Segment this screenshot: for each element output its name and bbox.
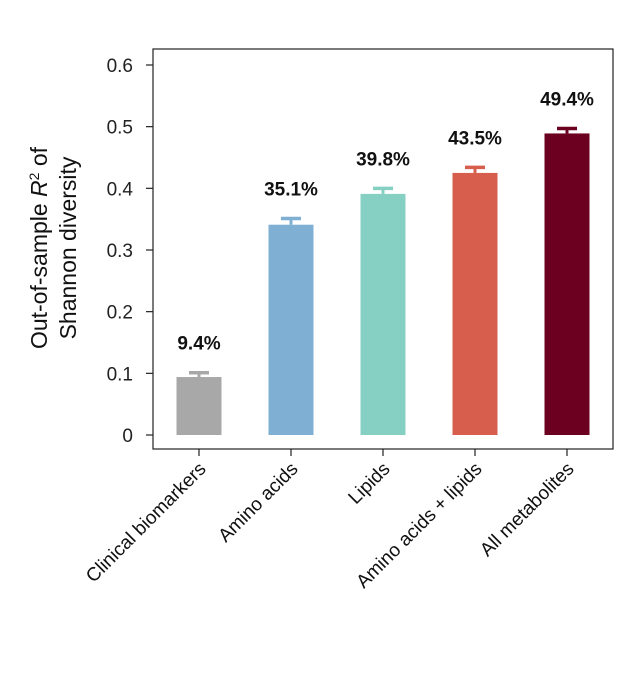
y-tick-label: 0.3 [107, 241, 133, 262]
y-axis-title: Out-of-sample R2 of [26, 146, 52, 349]
y-tick-label: 0.1 [107, 364, 133, 385]
bar [176, 377, 222, 435]
bar [452, 172, 498, 435]
bar [360, 193, 406, 435]
y-axis: 0 0.1 0.2 0.3 0.4 0.5 0.6 [107, 56, 153, 447]
y-tick-label: 0 [122, 426, 133, 447]
data-label: 9.4% [177, 334, 220, 355]
y-axis-title-line2: Shannon diversity [55, 156, 81, 339]
y-tick-label: 0.6 [107, 56, 133, 77]
x-tick-label: Amino acids [215, 459, 303, 547]
x-tick-label: Lipids [345, 459, 395, 509]
y-tick-label: 0.4 [107, 179, 134, 200]
bar [544, 133, 590, 435]
data-label: 39.8% [356, 149, 410, 170]
bar [268, 224, 314, 435]
y-tick-label: 0.2 [107, 303, 133, 324]
bars: 9.4% 35.1% 39.8% 43.5% 49.4% [176, 90, 594, 435]
data-label: 43.5% [448, 128, 502, 149]
x-tick-label: All metabolites [476, 459, 578, 561]
data-label: 35.1% [264, 180, 318, 201]
data-label: 49.4% [540, 90, 594, 111]
x-tick-label: Clinical biomarkers [82, 459, 210, 587]
y-tick-label: 0.5 [107, 118, 133, 139]
x-axis: Clinical biomarkers Amino acids LipidsAmin… [82, 449, 579, 593]
